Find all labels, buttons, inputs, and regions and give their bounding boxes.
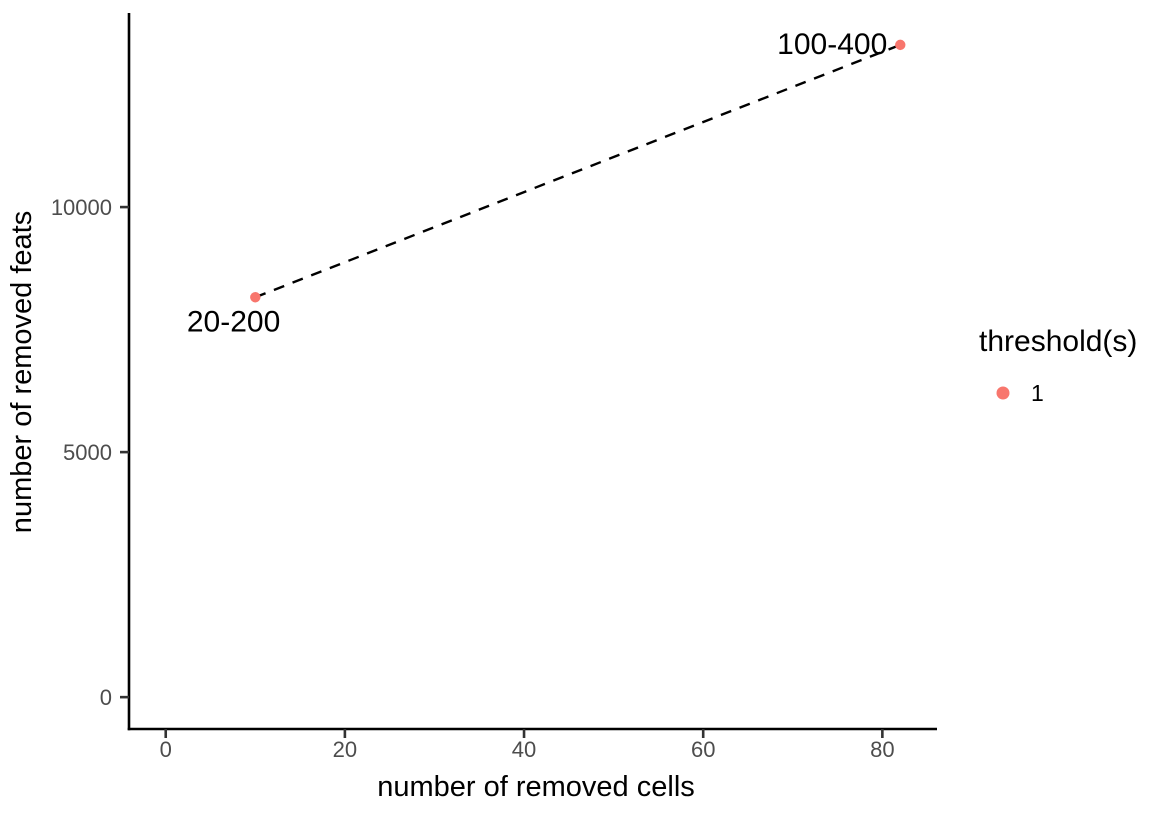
x-tick-label: 0 — [160, 737, 172, 762]
connector-dashed-line — [254, 43, 901, 299]
y-tick-label: 0 — [100, 685, 112, 710]
y-tick-label: 10000 — [51, 195, 112, 220]
legend-title: threshold(s) — [979, 325, 1137, 358]
data-series: 20-200 100-400 — [187, 28, 906, 338]
data-point — [895, 39, 906, 51]
y-axis-title: number of removed feats — [6, 211, 38, 533]
data-point-label: 100-400 — [777, 28, 887, 61]
y-axis-ticks: 0 5000 10000 — [51, 195, 129, 710]
y-tick-label: 5000 — [63, 440, 112, 465]
data-point — [250, 292, 261, 303]
data-point-label: 20-200 — [187, 305, 280, 338]
x-axis-title: number of removed cells — [377, 771, 695, 803]
x-axis-ticks: 0 20 40 60 80 — [160, 729, 895, 762]
x-tick-label: 40 — [512, 737, 536, 762]
legend-marker-icon — [996, 386, 1010, 400]
x-tick-label: 20 — [333, 737, 357, 762]
x-tick-label: 60 — [691, 737, 715, 762]
legend: threshold(s) 1 — [979, 325, 1137, 406]
legend-item-label: 1 — [1031, 380, 1044, 406]
x-tick-label: 80 — [870, 737, 894, 762]
